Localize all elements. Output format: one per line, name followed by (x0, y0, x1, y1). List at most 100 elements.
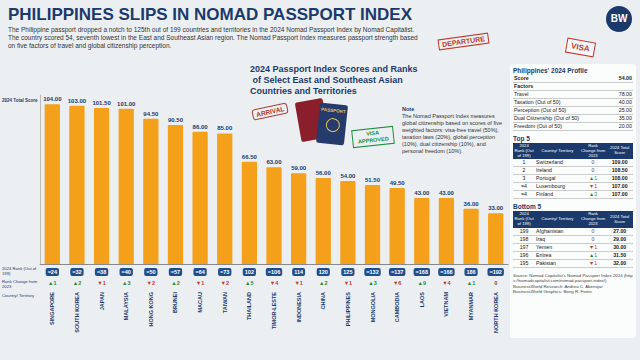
svg-text:BRUNEI: BRUNEI (172, 292, 178, 314)
svg-text:66.50: 66.50 (242, 154, 258, 160)
html-text:PHILIPPINES SLIPS IN NOMAD PAS: PHILIPPINES SLIPS IN NOMAD PASSPORT INDE… (8, 5, 412, 24)
svg-text:0: 0 (494, 280, 497, 286)
svg-text:▲2: ▲2 (73, 280, 82, 286)
svg-text:103.00: 103.00 (68, 98, 87, 104)
svg-text:120: 120 (319, 269, 328, 275)
svg-text:JAPAN: JAPAN (99, 292, 105, 310)
svg-text:▼1: ▼1 (344, 280, 353, 286)
svg-text:90.50: 90.50 (168, 117, 184, 123)
html-text:The Philippine passport droppe: The Philippine passport dropped a notch … (8, 26, 418, 49)
svg-text:▼1: ▼1 (97, 280, 106, 286)
html-text:2024 Rank (Out of 199): 2024 Rank (Out of 199) (514, 211, 534, 226)
svg-text:▼2: ▼2 (220, 280, 229, 286)
html-text:VISA: VISA (570, 41, 591, 54)
svg-text:43.00: 43.00 (439, 190, 455, 196)
svg-text:▲9: ▲9 (418, 280, 427, 286)
svg-text:MONGOLIA: MONGOLIA (370, 292, 376, 322)
svg-text:63.00: 63.00 (266, 159, 282, 165)
html-text:Rank Change from 2023: Rank Change from 2023 (580, 211, 606, 226)
svg-text:=137: =137 (391, 269, 403, 275)
svg-text:2024 Passport Index Scores and: 2024 Passport Index Scores and Ranks (250, 64, 418, 74)
svg-text:TIMOR-LESTE: TIMOR-LESTE (271, 292, 277, 330)
svg-text:▲1: ▲1 (467, 280, 476, 286)
svg-text:=38: =38 (97, 269, 106, 275)
html-text:Top 5: Top 5 (513, 135, 530, 142)
svg-text:NORTH KOREA: NORTH KOREA (493, 292, 499, 333)
html-text:2024 Total Score: 2024 Total Score (610, 145, 630, 156)
svg-text:INDONESIA: INDONESIA (296, 292, 302, 323)
svg-text:▲3: ▲3 (122, 280, 131, 286)
svg-text:104.00: 104.00 (43, 96, 62, 102)
svg-text:=168: =168 (416, 269, 428, 275)
svg-text:MYANMAR: MYANMAR (468, 292, 474, 320)
svg-text:SOUTH KOREA: SOUTH KOREA (74, 292, 80, 333)
svg-text:33.00: 33.00 (488, 205, 504, 211)
html-text:ARRIVAL: ARRIVAL (255, 105, 285, 118)
svg-text:186: 186 (466, 269, 475, 275)
svg-text:125: 125 (343, 269, 352, 275)
svg-text:▼1: ▼1 (294, 280, 303, 286)
svg-text:36.00: 36.00 (464, 201, 480, 207)
html-text:PASSPORT: PASSPORT (321, 106, 346, 115)
svg-text:CHINA: CHINA (320, 292, 326, 309)
svg-text:=57: =57 (171, 269, 180, 275)
svg-text:PHILIPPINES: PHILIPPINES (345, 292, 351, 327)
svg-text:=106: =106 (268, 269, 280, 275)
svg-text:=192: =192 (489, 269, 501, 275)
svg-text:▼2: ▼2 (147, 280, 156, 286)
svg-text:▲3: ▲3 (368, 280, 377, 286)
svg-text:▲5: ▲5 (245, 280, 254, 286)
svg-text:CAMBODIA: CAMBODIA (394, 292, 400, 322)
svg-text:▼6: ▼6 (393, 280, 402, 286)
svg-text:94.50: 94.50 (143, 111, 159, 117)
svg-text:51.50: 51.50 (365, 177, 381, 183)
svg-text:=40: =40 (122, 269, 131, 275)
html-text:VISA APPROVED: VISA APPROVED (357, 129, 389, 145)
html-text:Philippines' 2024 Profile: Philippines' 2024 Profile (513, 67, 588, 74)
html-text:Rank Change from 2023: Rank Change from 2023 (2, 279, 38, 289)
html-text:Bottom 5: Bottom 5 (513, 203, 542, 211)
html-text:2024 Rank (Out of 199): 2024 Rank (Out of 199) (514, 143, 534, 158)
html-text:DEPARTURE: DEPARTURE (441, 35, 486, 48)
svg-text:86.00: 86.00 (193, 124, 209, 130)
svg-text:TAIWAN: TAIWAN (222, 292, 228, 313)
svg-text:56.00: 56.00 (316, 170, 332, 176)
svg-text:=73: =73 (220, 269, 229, 275)
svg-text:49.50: 49.50 (390, 180, 406, 186)
svg-text:=168: =168 (440, 269, 452, 275)
svg-text:Countries and Territories: Countries and Territories (250, 86, 357, 96)
svg-text:SINGAPORE: SINGAPORE (49, 292, 55, 325)
svg-text:VIETNAM: VIETNAM (443, 292, 449, 317)
svg-text:=132: =132 (366, 269, 378, 275)
html-text:2024 Rank (Out of 199): 2024 Rank (Out of 199) (2, 266, 37, 276)
svg-text:=32: =32 (72, 269, 81, 275)
html-text:BW: BW (610, 13, 628, 24)
svg-text:MACAU: MACAU (197, 292, 203, 312)
svg-text:=50: =50 (146, 269, 155, 275)
html-text:Rank Change from 2023: Rank Change from 2023 (580, 143, 606, 158)
svg-text:LAOS: LAOS (419, 292, 425, 308)
html-text:The Nomad Passport Index measu: The Nomad Passport Index measures global… (402, 113, 502, 154)
svg-text:HONG KONG: HONG KONG (148, 292, 154, 327)
svg-text:54.00: 54.00 (340, 173, 356, 179)
svg-text:=64: =64 (195, 269, 205, 275)
svg-text:85.00: 85.00 (217, 125, 233, 131)
svg-text:59.00: 59.00 (291, 165, 307, 171)
html-text:Source: Nomad Capitalist's Nom: Source: Nomad Capitalist's Nomad Passpor… (513, 272, 633, 284)
svg-text:101.50: 101.50 (92, 100, 111, 106)
svg-text:102: 102 (245, 269, 254, 275)
svg-text:▼4: ▼4 (270, 280, 279, 286)
html-text:2024 Total Score: 2024 Total Score (610, 213, 630, 224)
svg-text:▲2: ▲2 (171, 280, 180, 286)
svg-text:MALAYSIA: MALAYSIA (123, 292, 129, 320)
svg-text:=24: =24 (48, 269, 58, 275)
svg-text:of Select East and Southeast A: of Select East and Southeast Asian (250, 75, 405, 85)
svg-text:101.00: 101.00 (117, 101, 136, 107)
svg-text:▲2: ▲2 (319, 280, 328, 286)
svg-text:▼1: ▼1 (196, 280, 205, 286)
svg-text:43.00: 43.00 (414, 190, 430, 196)
svg-text:▲1: ▲1 (48, 280, 57, 286)
svg-text:114: 114 (294, 269, 304, 275)
svg-text:▼4: ▼4 (442, 280, 451, 286)
svg-text:THAILAND: THAILAND (246, 292, 252, 320)
